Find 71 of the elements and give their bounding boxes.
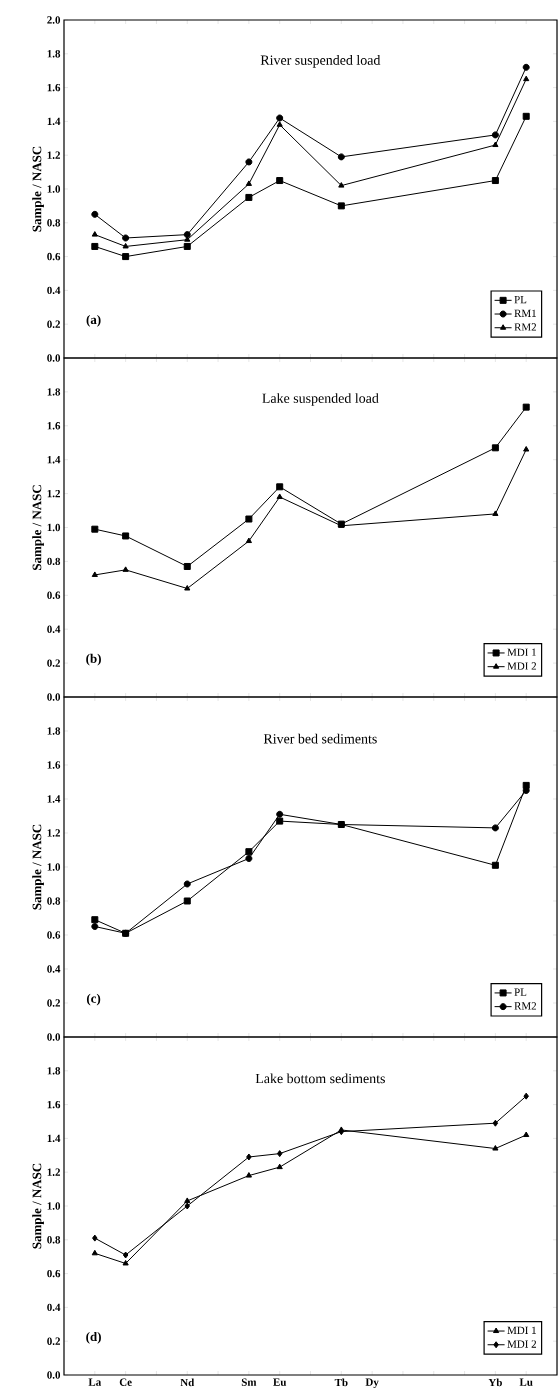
y-tick-label: 1.4	[47, 795, 61, 803]
text: River suspended load	[260, 54, 381, 68]
legend-label: RM1	[514, 309, 536, 317]
y-tick-label: 1.0	[47, 185, 61, 193]
y-tick-label: 1.6	[47, 422, 61, 430]
y-tick-label: 1.2	[47, 829, 60, 837]
y-tick-label: 0.6	[47, 252, 61, 261]
x-tick-label: Lu	[519, 1378, 533, 1386]
text: River bed sediments	[263, 733, 377, 744]
y-tick-label: 1.8	[47, 727, 61, 735]
y-tick-label: 0.6	[47, 1269, 61, 1278]
legend-label: MDI 2	[507, 1340, 537, 1348]
y-tick-label: 0.0	[47, 1371, 61, 1379]
y-tick-label: 1.0	[47, 863, 61, 871]
y-tick-label: 0.6	[47, 591, 61, 600]
y-tick-label: 1.4	[47, 117, 61, 126]
x-tick-label: Sm	[241, 1378, 257, 1386]
y-tick-label: 0.8	[47, 557, 61, 566]
y-tick-label: 0.2	[47, 1337, 60, 1345]
x-tick-label: Nd	[180, 1378, 195, 1387]
legend-label: RM2	[514, 323, 537, 331]
y-axis-title: Sample / NASC	[32, 146, 44, 232]
annotation: (c)	[86, 993, 101, 1006]
x-tick-label: Tb	[334, 1378, 348, 1387]
legend-label: MDI 1	[507, 648, 536, 656]
x-tick-label: La	[88, 1378, 102, 1386]
y-tick-label: 0.4	[47, 965, 61, 973]
legend-label: MDI 2	[507, 662, 537, 670]
y-tick-label: 0.2	[47, 320, 60, 328]
y-tick-label: 0.2	[47, 659, 60, 667]
legend-label: RM2	[514, 1002, 537, 1010]
y-tick-label: 1.8	[47, 388, 61, 396]
y-tick-label: 0.0	[47, 1033, 61, 1041]
y-tick-label: 0.6	[47, 931, 61, 939]
y-tick-label: 1.4	[47, 455, 61, 464]
x-tick-label: Dy	[365, 1378, 379, 1389]
y-tick-label: 1.2	[47, 151, 60, 159]
annotation: (d)	[86, 1331, 101, 1344]
y-axis-title: Sample / NASC	[32, 485, 44, 570]
y-tick-label: 0.4	[47, 1303, 61, 1312]
legend-label: MDI 1	[507, 1326, 536, 1334]
y-tick-label: 0.0	[47, 693, 61, 701]
y-axis-title: Sample / NASC	[32, 824, 44, 910]
y-tick-label: 1.8	[47, 50, 61, 58]
y-tick-label: 0.8	[47, 1236, 61, 1244]
text: Lake bottom sediments	[255, 1073, 385, 1084]
y-tick-label: 1.6	[47, 761, 61, 769]
y-tick-label: 1.6	[47, 1100, 61, 1109]
y-tick-label: 0.8	[47, 219, 61, 227]
legend-label: PL	[514, 296, 527, 304]
y-tick-label: 0.8	[47, 897, 61, 905]
annotation: (a)	[86, 314, 101, 327]
y-axis-title: Sample / NASC	[32, 1163, 44, 1249]
y-tick-label: 1.0	[47, 523, 61, 532]
text: Lake suspended load	[262, 393, 379, 406]
y-tick-label: 1.0	[47, 1202, 61, 1210]
y-tick-label: 1.6	[47, 83, 61, 92]
y-tick-label: 0.2	[47, 999, 60, 1007]
y-tick-label: 1.2	[47, 1168, 60, 1176]
y-tick-label: 0.4	[47, 286, 61, 295]
x-tick-label: Yb	[488, 1378, 502, 1387]
x-tick-label: Eu	[273, 1378, 287, 1386]
y-tick-label: 1.8	[47, 1067, 61, 1075]
y-tick-label: 1.2	[47, 489, 60, 498]
legend-label: PL	[514, 988, 527, 996]
x-tick-label: Ce	[119, 1378, 132, 1386]
annotation: (b)	[86, 653, 101, 666]
y-tick-label: 0.0	[47, 354, 61, 362]
y-tick-label: 1.4	[47, 1134, 61, 1143]
y-tick-label: 2.0	[47, 16, 61, 24]
y-tick-label: 0.4	[47, 625, 61, 633]
